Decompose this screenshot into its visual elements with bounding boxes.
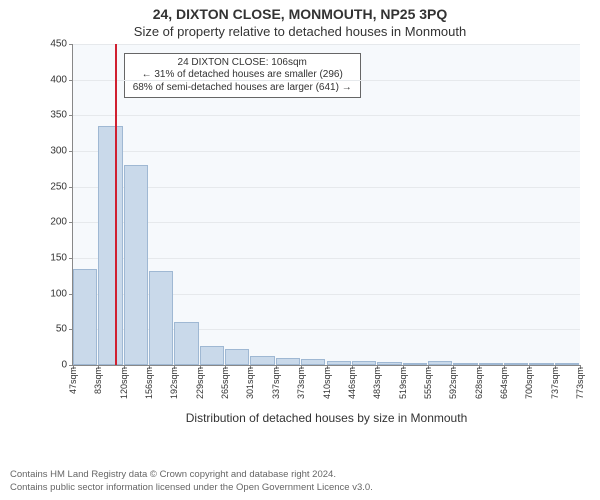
property-marker-line (115, 44, 117, 365)
xtick-label: 628sqm (474, 365, 484, 399)
xtick-label: 337sqm (271, 365, 281, 399)
ytick-label: 150 (50, 253, 73, 264)
xtick-label: 83sqm (93, 365, 103, 394)
footer-attribution: Contains HM Land Registry data © Crown c… (10, 469, 373, 494)
ytick-label: 300 (50, 146, 73, 157)
histogram-bar (276, 358, 300, 365)
xtick-label: 120sqm (119, 365, 129, 399)
histogram-bar (250, 356, 274, 365)
annotation-line: 68% of semi-detached houses are larger (… (133, 82, 352, 95)
histogram-bar (174, 322, 198, 365)
ytick-label: 50 (56, 324, 73, 335)
histogram-bar (73, 269, 97, 365)
xtick-label: 192sqm (169, 365, 179, 399)
xtick-label: 592sqm (448, 365, 458, 399)
histogram-bar (124, 165, 148, 365)
histogram-bar (98, 126, 122, 365)
ytick-label: 400 (50, 74, 73, 85)
ytick-label: 350 (50, 110, 73, 121)
xtick-label: 301sqm (245, 365, 255, 399)
xtick-label: 483sqm (372, 365, 382, 399)
chart-container: Number of detached properties 24 DIXTON … (38, 44, 590, 424)
footer-line-2: Contains public sector information licen… (10, 482, 373, 494)
gridline (73, 258, 580, 259)
ytick-label: 250 (50, 181, 73, 192)
xtick-label: 773sqm (575, 365, 585, 399)
xtick-label: 229sqm (195, 365, 205, 399)
gridline (73, 222, 580, 223)
ytick-label: 100 (50, 288, 73, 299)
annotation-line: 24 DIXTON CLOSE: 106sqm (133, 57, 352, 70)
histogram-bar (225, 349, 249, 365)
xtick-label: 737sqm (550, 365, 560, 399)
histogram-bar (149, 271, 173, 365)
highlight-annotation: 24 DIXTON CLOSE: 106sqm← 31% of detached… (124, 53, 361, 99)
histogram-bar (200, 346, 224, 365)
plot-area: 24 DIXTON CLOSE: 106sqm← 31% of detached… (72, 44, 580, 366)
gridline (73, 187, 580, 188)
ytick-label: 200 (50, 217, 73, 228)
xtick-label: 446sqm (347, 365, 357, 399)
xtick-label: 555sqm (423, 365, 433, 399)
xtick-label: 664sqm (499, 365, 509, 399)
xtick-label: 373sqm (296, 365, 306, 399)
xtick-label: 519sqm (398, 365, 408, 399)
gridline (73, 44, 580, 45)
xtick-label: 700sqm (524, 365, 534, 399)
xtick-label: 265sqm (220, 365, 230, 399)
page-subtitle: Size of property relative to detached ho… (0, 22, 600, 41)
gridline (73, 80, 580, 81)
xtick-label: 410sqm (322, 365, 332, 399)
x-axis-label: Distribution of detached houses by size … (73, 411, 580, 425)
gridline (73, 151, 580, 152)
xtick-label: 47sqm (68, 365, 78, 394)
gridline (73, 115, 580, 116)
ytick-label: 450 (50, 39, 73, 50)
page-title: 24, DIXTON CLOSE, MONMOUTH, NP25 3PQ (0, 0, 600, 22)
footer-line-1: Contains HM Land Registry data © Crown c… (10, 469, 373, 481)
xtick-label: 156sqm (144, 365, 154, 399)
